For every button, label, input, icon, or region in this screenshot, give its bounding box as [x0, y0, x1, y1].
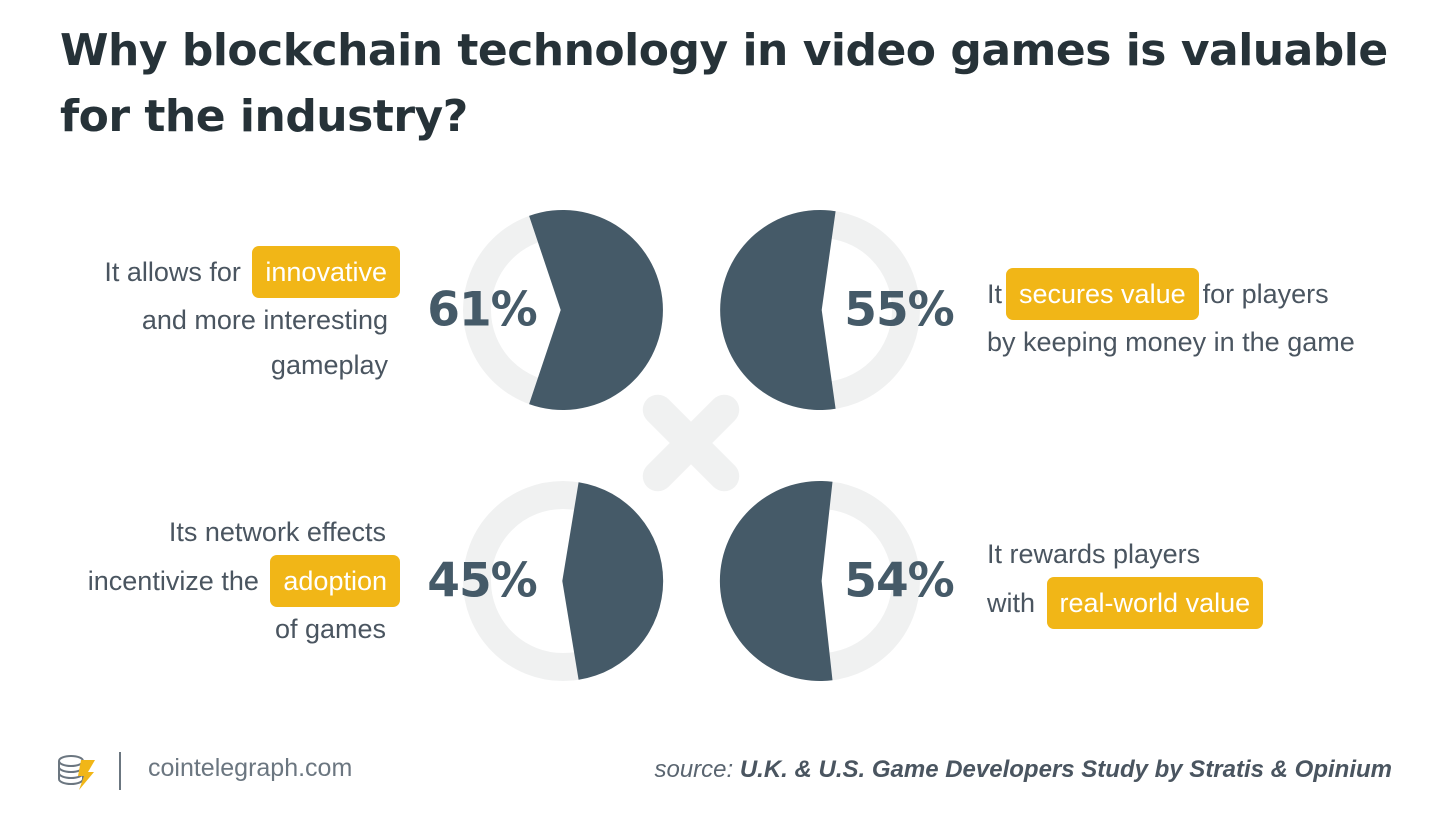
source-text: U.K. & U.S. Game Developers Study by Str…	[739, 756, 1392, 783]
description-4-text: with	[987, 588, 1036, 618]
footer-site-link[interactable]: cointelegraph.com	[148, 754, 353, 782]
chart-wedge-3	[562, 482, 664, 680]
description-4-line-2: with real-world value	[987, 577, 1267, 629]
description-3: Its network effects incentivize the adop…	[88, 510, 400, 652]
description-3-line-1: Its network effects	[168, 517, 386, 547]
cointelegraph-logo-icon	[58, 755, 95, 790]
source-prefix: source:	[654, 756, 734, 783]
description-2-text-post: for players	[1202, 279, 1329, 309]
description-2-line-1: It secures value for players	[987, 268, 1355, 320]
highlight-real-world-value: real-world value	[1046, 577, 1264, 629]
title-line-1: Why blockchain technology in video games…	[60, 25, 1388, 76]
description-1-line-3: gameplay	[270, 350, 388, 380]
description-1: It allows for innovative and more intere…	[104, 246, 400, 388]
description-1-line-2: and more interesting	[141, 305, 388, 335]
chart-value-label-4: 54%	[844, 554, 954, 609]
footer-source: source: U.K. & U.S. Game Developers Stud…	[654, 756, 1392, 784]
highlight-adoption: adoption	[270, 555, 400, 607]
center-x-mark	[642, 394, 740, 492]
footer-divider	[119, 752, 121, 790]
highlight-secures-value: secures value	[1006, 268, 1199, 320]
description-3-text: incentivize the	[87, 566, 259, 596]
description-3-line-3: of games	[274, 614, 386, 644]
pie-group: 61% 55% 45% 54%	[427, 209, 955, 682]
chart-wedge-4	[719, 480, 833, 682]
chart-value-label-3: 45%	[427, 554, 537, 609]
chart-value-label-1: 61%	[427, 283, 537, 338]
chart-wedge-1	[529, 209, 663, 410]
chart-wedge-2	[720, 209, 836, 410]
chart-value-label-2: 55%	[844, 283, 954, 338]
description-1-line-1: It allows for innovative	[104, 246, 400, 298]
highlight-innovative: innovative	[252, 246, 400, 298]
description-2-line-2: by keeping money in the game	[987, 327, 1355, 357]
description-2-text: It	[987, 279, 1003, 309]
description-2: It secures value for players by keeping mo…	[987, 268, 1355, 365]
title-line-2: for the industry?	[60, 91, 468, 142]
page-title: Why blockchain technology in video games…	[60, 18, 1400, 150]
description-4: It rewards players with real-world value	[987, 532, 1267, 629]
description-4-line-1: It rewards players	[987, 539, 1201, 569]
description-1-text: It allows for	[104, 257, 241, 287]
description-3-line-2: incentivize the adoption	[88, 555, 400, 607]
